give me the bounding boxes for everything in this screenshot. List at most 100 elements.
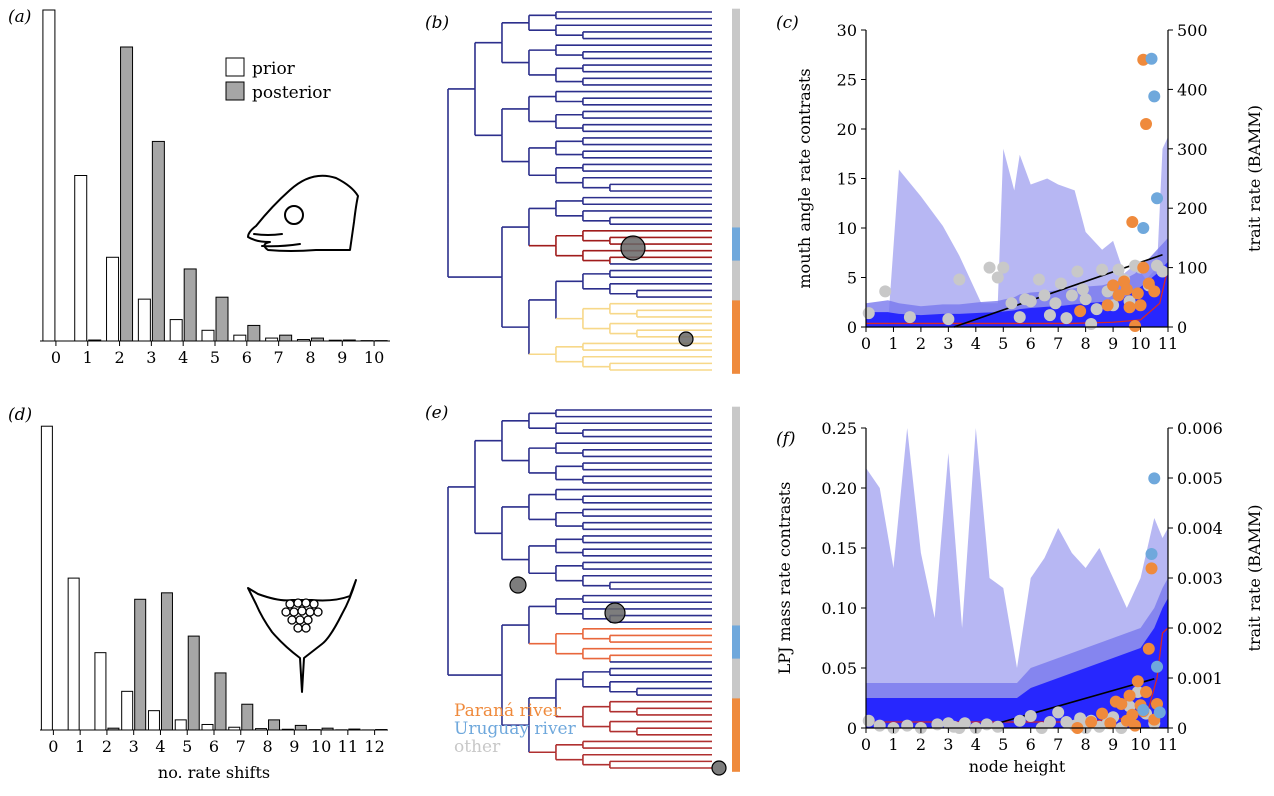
bar-d-prior-7 — [228, 726, 241, 731]
median-rate-c — [866, 267, 1169, 325]
jaw-tooth-3 — [309, 599, 319, 609]
bar-xlabel-d: no. rate shifts — [158, 763, 270, 782]
tip-region-e-31 — [732, 612, 740, 620]
bar-d-prior-0 — [40, 425, 53, 731]
point-f-other-1 — [873, 719, 886, 732]
tip-region-e-42 — [732, 685, 740, 693]
point-f-parana-9 — [1129, 719, 1142, 732]
bar-a-prior-3 — [137, 298, 151, 342]
y2-axis-label-f: trait rate (BAMM) — [1245, 505, 1264, 652]
point-f-parana-5 — [1115, 698, 1128, 710]
tip-region-e-0 — [732, 406, 740, 414]
tip-region-b-50 — [732, 340, 740, 348]
jaw-tooth-2 — [301, 598, 311, 608]
point-c-other-19 — [1071, 265, 1084, 278]
y2-tick-label-c-5: 500 — [1177, 21, 1208, 40]
point-c-parana-0 — [1074, 305, 1087, 318]
tip-region-b-30 — [732, 207, 740, 215]
point-c-other-4 — [953, 273, 966, 286]
tip-region-e-20 — [732, 539, 740, 547]
bar-a-posterior-9 — [342, 339, 356, 342]
point-f-uruguay-3 — [1151, 660, 1164, 673]
y-axis-label-f: LPJ mass rate contrasts — [775, 482, 794, 675]
y2-tick-label-f-6: 0.006 — [1177, 419, 1223, 438]
point-c-other-8 — [1005, 297, 1018, 310]
point-f-other-9 — [958, 717, 971, 730]
tip-region-e-46 — [732, 711, 740, 719]
legend-other: other — [454, 737, 501, 757]
tip-region-e-37 — [732, 651, 740, 660]
bar-tick-label-d-11: 11 — [338, 737, 358, 756]
bar-a-posterior-3 — [151, 140, 165, 342]
tip-region-e-47 — [732, 718, 740, 726]
x-tick-label-c-2: 2 — [916, 334, 926, 353]
tip-region-e-27 — [732, 585, 740, 593]
y-tick-label-f-0: 0 — [847, 719, 857, 738]
tip-region-b-31 — [732, 214, 740, 222]
rate-shift-e-1 — [604, 602, 626, 624]
point-c-parana-8 — [1129, 320, 1142, 333]
rate-shift-e-0 — [509, 576, 527, 594]
point-c-parana-5 — [1120, 283, 1133, 296]
tip-region-b-21 — [732, 147, 740, 156]
bar-tick-label-d-1: 1 — [75, 737, 85, 756]
tip-region-e-48 — [732, 724, 740, 733]
bar-a-posterior-7 — [279, 334, 293, 342]
point-c-uruguay-1 — [1145, 52, 1158, 65]
y-tick-label-f-5: 0.25 — [821, 419, 857, 438]
tip-region-e-33 — [732, 625, 740, 633]
tip-region-b-11 — [732, 81, 740, 89]
bar-d-prior-5 — [174, 719, 187, 731]
tip-region-e-16 — [732, 512, 740, 520]
panel-label-e: (e) — [425, 403, 448, 423]
trend-line-c — [953, 253, 1163, 328]
tip-region-b-17 — [732, 121, 740, 129]
tip-region-e-22 — [732, 552, 740, 560]
tip-region-b-16 — [732, 114, 740, 122]
bar-d-prior-2 — [94, 652, 107, 731]
point-c-uruguay-0 — [1137, 222, 1150, 234]
tip-region-b-32 — [732, 220, 740, 228]
point-c-parana-13 — [1140, 118, 1153, 131]
tip-region-e-35 — [732, 638, 740, 646]
x-tick-label-c-10: 10 — [1130, 334, 1150, 353]
x-tick-label-f-0: 0 — [861, 735, 871, 754]
point-f-other-17 — [1052, 706, 1065, 719]
point-c-parana-9 — [1131, 287, 1144, 300]
bar-d-posterior-3 — [134, 598, 147, 731]
x-tick-label-c-6: 6 — [1026, 334, 1036, 353]
jaw-tooth-12 — [293, 623, 303, 633]
panel-label-f: (f) — [776, 429, 796, 449]
tip-region-b-35 — [732, 240, 740, 248]
bar-a-posterior-4 — [183, 268, 197, 342]
legend-prior-swatch — [225, 57, 245, 77]
tip-region-b-1 — [732, 15, 740, 23]
tip-region-e-2 — [732, 419, 740, 428]
x-tick-label-f-3: 3 — [943, 735, 953, 754]
x-tick-label-c-3: 3 — [943, 334, 953, 353]
x-tick-label-c-4: 4 — [971, 334, 981, 353]
bar-d-posterior-8 — [268, 719, 281, 731]
bar-a-posterior-1 — [88, 339, 102, 342]
y2-tick-label-f-4: 0.004 — [1177, 519, 1223, 538]
tip-region-b-39 — [732, 267, 740, 275]
jaw-tooth-10 — [295, 615, 305, 625]
point-f-parana-10 — [1131, 675, 1144, 688]
jaw-tooth-5 — [289, 607, 299, 617]
tip-region-e-1 — [732, 413, 740, 421]
x-tick-label-c-7: 7 — [1053, 334, 1063, 353]
tip-region-b-36 — [732, 247, 740, 255]
point-f-other-11 — [980, 718, 993, 731]
panel-label-a: (a) — [8, 7, 31, 27]
point-c-other-17 — [1060, 312, 1073, 325]
point-f-uruguay-4 — [1153, 706, 1166, 719]
y2-tick-label-c-0: 0 — [1177, 318, 1187, 337]
tip-region-b-28 — [732, 194, 740, 202]
bar-tick-label-d-5: 5 — [182, 737, 192, 756]
jaw-teeth — [281, 598, 323, 633]
tip-region-e-15 — [732, 506, 740, 514]
legend-prior-posterior: prior posterior — [225, 57, 332, 103]
point-f-parana-8 — [1126, 708, 1139, 721]
tip-region-e-44 — [732, 698, 740, 706]
point-f-parana-2 — [1096, 707, 1109, 720]
